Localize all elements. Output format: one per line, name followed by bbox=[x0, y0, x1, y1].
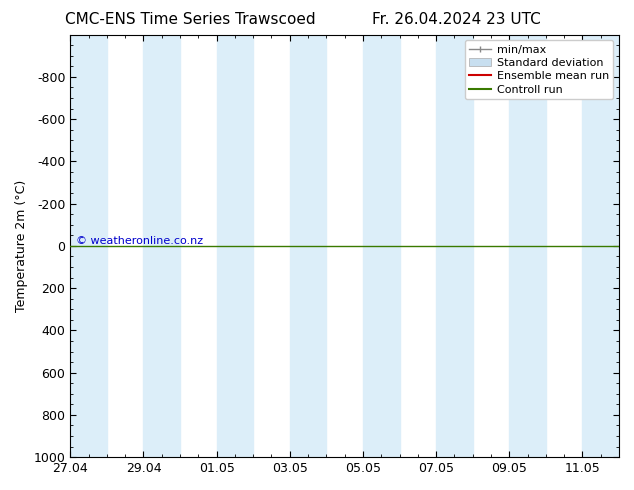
Bar bbox=[217, 35, 253, 457]
Bar bbox=[290, 35, 327, 457]
Bar bbox=[363, 35, 399, 457]
Text: © weatheronline.co.nz: © weatheronline.co.nz bbox=[76, 236, 203, 246]
Legend: min/max, Standard deviation, Ensemble mean run, Controll run: min/max, Standard deviation, Ensemble me… bbox=[465, 40, 614, 99]
Text: Fr. 26.04.2024 23 UTC: Fr. 26.04.2024 23 UTC bbox=[372, 12, 541, 27]
Bar bbox=[436, 35, 473, 457]
Text: CMC-ENS Time Series Trawscoed: CMC-ENS Time Series Trawscoed bbox=[65, 12, 316, 27]
Bar bbox=[143, 35, 180, 457]
Bar bbox=[509, 35, 546, 457]
Y-axis label: Temperature 2m (°C): Temperature 2m (°C) bbox=[15, 180, 28, 312]
Bar bbox=[70, 35, 107, 457]
Bar bbox=[583, 35, 619, 457]
